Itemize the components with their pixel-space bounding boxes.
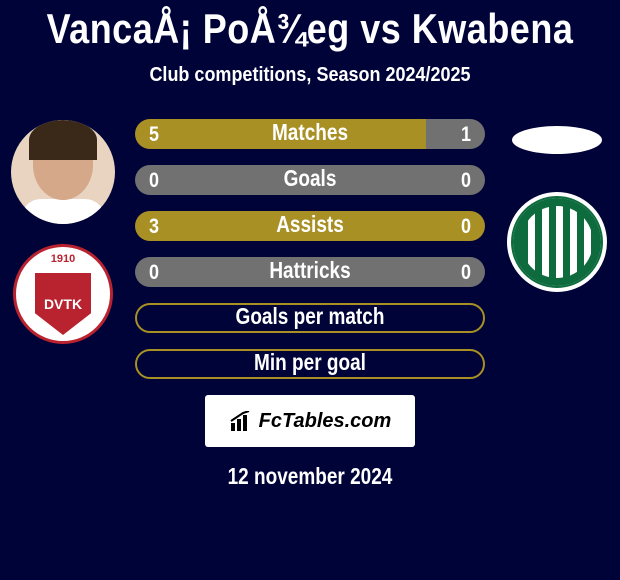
right-club-badge <box>507 192 607 292</box>
stat-bar: 0 Hattricks 0 <box>135 257 485 287</box>
left-player-column: DVTK <box>8 120 118 344</box>
stat-label: Goals per match <box>236 305 385 331</box>
stat-label: Matches <box>272 121 348 147</box>
stat-value-right: 0 <box>461 259 471 284</box>
subtitle: Club competitions, Season 2024/2025 <box>0 62 620 86</box>
left-badge-text: DVTK <box>35 273 91 335</box>
stat-label: Goals <box>284 167 337 193</box>
stat-value-left: 0 <box>149 167 159 192</box>
watermark-text: FcTables.com <box>259 410 392 433</box>
watermark: FcTables.com <box>205 395 415 447</box>
left-club-badge: DVTK <box>13 244 113 344</box>
stat-bar: 0 Goals 0 <box>135 165 485 195</box>
stat-value-right: 1 <box>461 121 471 146</box>
stat-bar: Goals per match <box>135 303 485 333</box>
stat-bar: 5 Matches 1 <box>135 119 485 149</box>
right-player-column <box>502 120 612 292</box>
left-player-photo <box>11 120 115 224</box>
stat-value-right: 0 <box>461 167 471 192</box>
stat-label: Assists <box>276 213 344 239</box>
stat-value-left: 0 <box>149 259 159 284</box>
stats-bars: 5 Matches 1 0 Goals 0 3 Assists 0 0 Hattricks 0 Goal… <box>135 119 485 379</box>
stat-value-left: 5 <box>149 121 159 146</box>
chart-icon <box>229 411 253 431</box>
stat-bar: 3 Assists 0 <box>135 211 485 241</box>
right-player-photo <box>512 126 602 154</box>
page-title: VancaÅ¡ PoÅ¾eg vs Kwabena <box>0 5 620 53</box>
stat-bar: Min per goal <box>135 349 485 379</box>
date-text: 12 november 2024 <box>0 465 620 491</box>
stat-label: Hattricks <box>269 259 350 285</box>
stat-value-right: 0 <box>461 213 471 238</box>
stat-label: Min per goal <box>254 351 366 377</box>
stat-value-left: 3 <box>149 213 159 238</box>
